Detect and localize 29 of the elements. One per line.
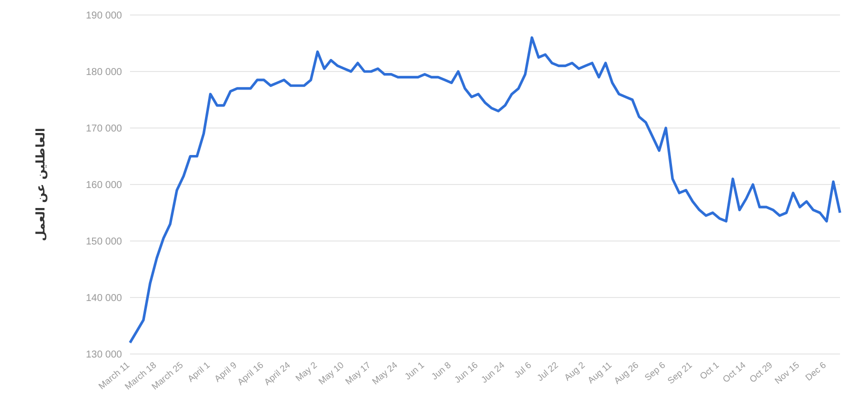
x-tick-label: May 24: [370, 360, 400, 387]
y-tick-label: 190 000: [86, 10, 122, 22]
x-tick-label: Jun 1: [402, 360, 426, 382]
x-tick-label: Sep 6: [642, 360, 668, 383]
x-tick-label: Oct 29: [748, 360, 774, 385]
x-tick-label: May 17: [343, 360, 372, 387]
x-tick-label: May 10: [316, 360, 346, 387]
y-tick-label: 130 000: [86, 350, 122, 361]
y-tick-label: 140 000: [86, 293, 122, 304]
x-tick-label: Nov 15: [772, 360, 802, 386]
x-tick-label: Sep 21: [666, 360, 694, 386]
x-tick-label: Aug 26: [612, 360, 640, 386]
x-tick-label: Oct 1: [698, 360, 721, 382]
x-tick-label: Dec 6: [803, 360, 828, 383]
x-tick-label: May 2: [294, 360, 319, 384]
x-tick-label: Jun 8: [429, 360, 453, 382]
x-tick-label: Oct 14: [720, 360, 748, 385]
x-tick-label: Jun 24: [479, 360, 506, 385]
line-series: [128, 36, 842, 344]
x-tick-label: Jun 16: [452, 360, 480, 385]
x-tick-label: Aug 11: [586, 360, 614, 386]
y-tick-label: 150 000: [86, 236, 122, 248]
x-tick-label: Jul 6: [512, 360, 534, 380]
y-tick-label: 170 000: [86, 124, 122, 135]
y-tick-label: 180 000: [86, 67, 122, 78]
y-tick-label: 160 000: [86, 180, 122, 192]
x-tick-label: Aug 2: [562, 360, 587, 383]
y-axis-title: العاطلين عن العمل: [33, 128, 48, 242]
x-tick-label: Jul 22: [535, 360, 560, 383]
